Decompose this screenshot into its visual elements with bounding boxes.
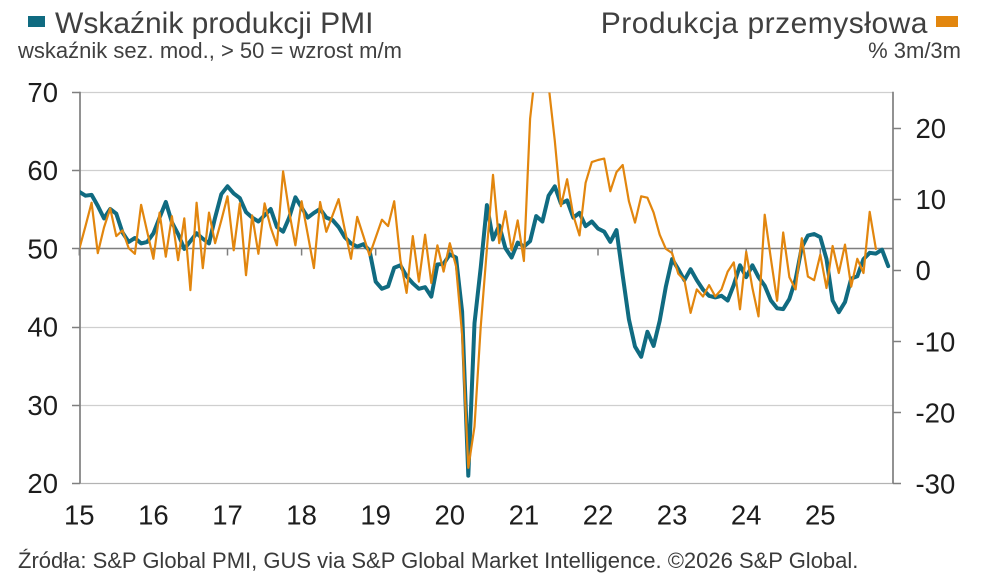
svg-text:60: 60	[27, 155, 58, 186]
svg-text:17: 17	[212, 500, 243, 531]
svg-text:50: 50	[27, 233, 58, 264]
svg-text:0: 0	[916, 255, 931, 286]
svg-text:30: 30	[27, 390, 58, 421]
svg-text:20: 20	[435, 500, 466, 531]
svg-text:16: 16	[138, 500, 169, 531]
svg-text:15: 15	[64, 500, 95, 531]
svg-text:21: 21	[509, 500, 540, 531]
svg-text:-20: -20	[916, 397, 956, 428]
svg-text:18: 18	[286, 500, 317, 531]
svg-text:24: 24	[731, 500, 762, 531]
svg-text:40: 40	[27, 312, 58, 343]
svg-text:25: 25	[805, 500, 836, 531]
svg-text:10: 10	[916, 184, 947, 215]
svg-text:70: 70	[27, 77, 58, 108]
svg-text:20: 20	[27, 468, 58, 499]
svg-text:-10: -10	[916, 326, 956, 357]
svg-text:19: 19	[360, 500, 391, 531]
svg-text:23: 23	[657, 500, 688, 531]
svg-text:20: 20	[916, 113, 947, 144]
svg-text:22: 22	[583, 500, 614, 531]
svg-text:-30: -30	[916, 469, 956, 500]
